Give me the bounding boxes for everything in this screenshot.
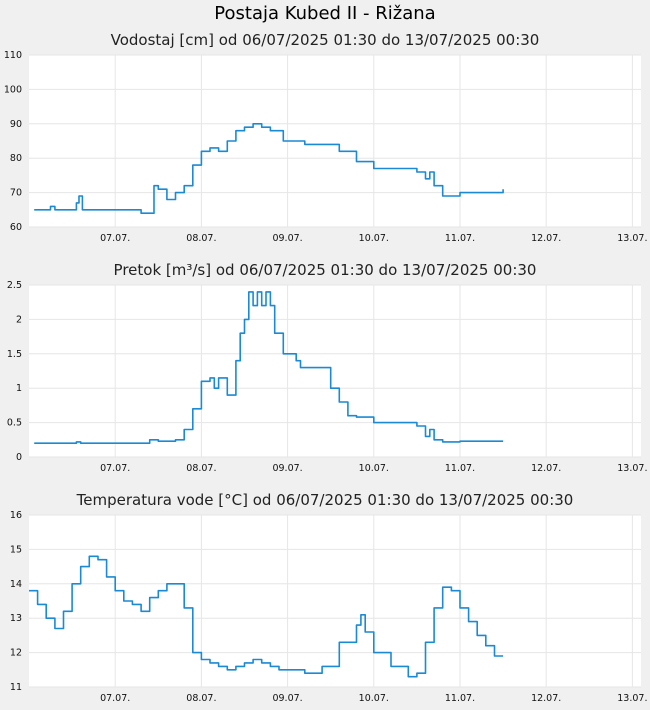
- water-level-x-tick-label: 11.07.: [445, 233, 475, 244]
- water-temperature-x-tick-label: 10.07.: [359, 693, 389, 704]
- water-level-y-tick-label: 70: [10, 188, 22, 199]
- water-level-y-tick-label: 90: [10, 119, 22, 130]
- water-temperature-y-tick-label: 11: [10, 682, 22, 693]
- water-temperature-y-tick-label: 13: [10, 613, 22, 624]
- water-level-plot-area: [29, 55, 641, 227]
- page-title: Postaja Kubed II - Rižana: [214, 3, 436, 24]
- water-level-y-tick-label: 80: [10, 153, 22, 164]
- discharge-y-tick-label: 2: [16, 314, 22, 325]
- water-temperature-y-tick-label: 12: [10, 648, 22, 659]
- water-level-y-tick-label: 100: [4, 84, 22, 95]
- water-temperature-x-tick-label: 12.07.: [531, 693, 561, 704]
- water-level-y-tick-label: 110: [4, 50, 22, 61]
- discharge-x-tick-label: 10.07.: [359, 463, 389, 474]
- discharge-y-tick-label: 0: [16, 452, 22, 463]
- discharge-x-tick-label: 13.07.: [617, 463, 647, 474]
- water-temperature-plot-area: [29, 515, 641, 687]
- water-temperature-x-tick-label: 08.07.: [186, 693, 216, 704]
- water-level-x-tick-label: 07.07.: [100, 233, 130, 244]
- discharge-x-tick-label: 09.07.: [272, 463, 302, 474]
- water-temperature-x-tick-label: 11.07.: [445, 693, 475, 704]
- discharge-x-tick-label: 11.07.: [445, 463, 475, 474]
- discharge-y-tick-label: 2.5: [7, 280, 22, 291]
- discharge-x-tick-label: 08.07.: [186, 463, 216, 474]
- chart-title-water-level: Vodostaj [cm] od 06/07/2025 01:30 do 13/…: [110, 31, 540, 49]
- water-level-x-tick-label: 09.07.: [272, 233, 302, 244]
- discharge-x-tick-label: 07.07.: [100, 463, 130, 474]
- discharge-plot-area: [29, 285, 641, 457]
- water-temperature-x-tick-label: 13.07.: [617, 693, 647, 704]
- chart-title-discharge: Pretok [m³/s] od 06/07/2025 01:30 do 13/…: [113, 261, 537, 279]
- discharge-y-tick-label: 1.5: [7, 349, 22, 360]
- water-temperature-series-line: [29, 555, 504, 678]
- water-level-x-tick-label: 13.07.: [617, 233, 647, 244]
- water-level-series-line: [34, 123, 504, 214]
- water-level-chart: 60 70 80 90 100 110 07.07. 08.07. 09.07. 10.07. 11…: [4, 50, 648, 244]
- water-temperature-y-tick-label: 14: [10, 579, 22, 590]
- discharge-x-tick-label: 12.07.: [531, 463, 561, 474]
- discharge-chart: 0 0.5 1 1.5 2 2.5 07.07. 08.07. 09.07. 10.07. 11.0…: [7, 280, 648, 474]
- water-temperature-y-tick-label: 16: [10, 510, 22, 521]
- water-temperature-x-tick-label: 07.07.: [100, 693, 130, 704]
- water-level-y-tick-label: 60: [10, 222, 22, 233]
- water-temperature-y-tick-label: 15: [10, 544, 22, 555]
- water-temperature-x-tick-label: 09.07.: [272, 693, 302, 704]
- water-level-x-tick-label: 10.07.: [359, 233, 389, 244]
- water-level-x-tick-label: 12.07.: [531, 233, 561, 244]
- discharge-y-tick-label: 0.5: [7, 418, 22, 429]
- water-level-x-tick-label: 08.07.: [186, 233, 216, 244]
- discharge-series-line: [34, 291, 504, 444]
- chart-title-water-temperature: Temperatura vode [°C] od 06/07/2025 01:3…: [76, 491, 574, 509]
- discharge-y-tick-label: 1: [16, 383, 22, 394]
